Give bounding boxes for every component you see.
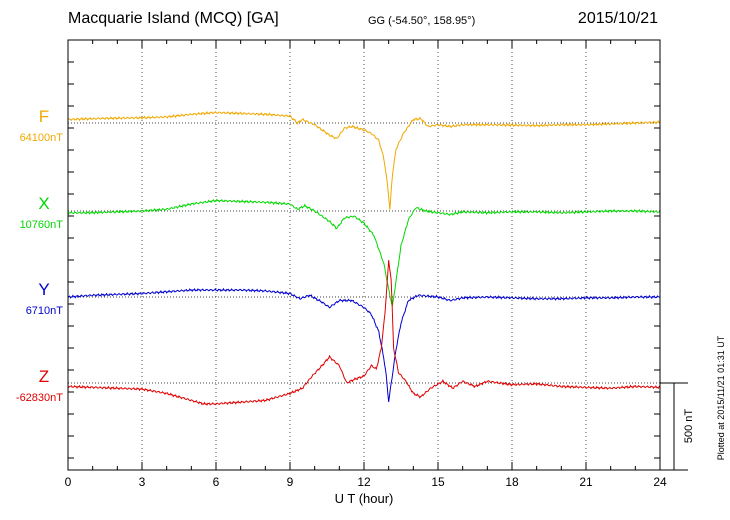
station-title: Macquarie Island (MCQ) [GA] [68,10,279,27]
x-axis-label: U T (hour) [335,491,394,506]
x-tick-label-9: 9 [287,475,294,489]
x-tick-label-6: 6 [213,475,220,489]
x-tick-label-24: 24 [653,475,667,489]
x-tick-label-15: 15 [431,475,445,489]
plotted-timestamp: Plotted at 2015/11/21 01:31 UT [716,335,726,460]
series-baseline-f: 64100nT [20,132,64,144]
x-tick-label-18: 18 [505,475,519,489]
series-name-x: X [38,194,49,213]
chart-date: 2015/10/21 [577,10,658,27]
x-tick-label-21: 21 [579,475,593,489]
series-baseline-z: -62830nT [16,392,63,404]
station-coordinates: GG (-54.50°, 158.95°) [368,15,476,27]
series-line-y [67,287,660,402]
series-baseline-x: 10760nT [20,219,64,231]
series-name-y: Y [38,280,49,299]
series-line-x [67,198,660,306]
scale-bar: 500 nT [660,382,695,471]
series-name-z: Z [39,367,49,386]
x-tick-label-3: 3 [139,475,146,489]
x-axis-ticks: 0 3 6 9 12 15 18 21 24 [65,40,667,489]
series-lines [67,110,661,406]
series-line-z [67,260,661,406]
series-name-f: F [39,107,49,126]
x-tick-label-12: 12 [357,475,371,489]
series-labels: F 64100nT X 10760nT Y 6710nT Z -62830nT [16,107,63,404]
x-tick-label-0: 0 [65,475,72,489]
series-line-f [67,110,661,210]
grid-lines [141,40,587,470]
scale-bar-label: 500 nT [683,409,695,444]
series-baseline-y: 6710nT [26,305,64,317]
